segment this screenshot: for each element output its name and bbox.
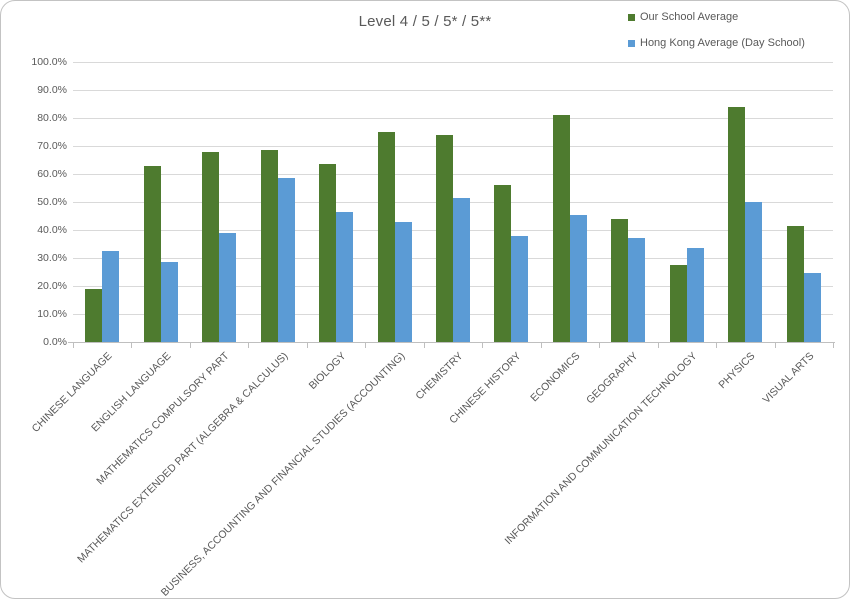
- bar-our-school-average: [494, 185, 512, 342]
- x-axis-category-label: GEOGRAPHY: [584, 350, 641, 407]
- bar-our-school-average: [202, 151, 220, 342]
- bar-our-school-average: [728, 106, 746, 342]
- x-axis-tick: [365, 343, 367, 348]
- x-axis-tick: [657, 343, 659, 348]
- x-axis-tick: [189, 343, 191, 348]
- x-axis-tick: [423, 343, 425, 348]
- x-axis-tick: [248, 343, 250, 348]
- bar-hong-kong-average: [219, 232, 237, 342]
- gridline: [73, 90, 833, 91]
- y-axis-zero-tick: [68, 342, 73, 343]
- y-axis-tick-label: 0.0%: [43, 335, 67, 348]
- bar-hong-kong-average: [803, 273, 821, 342]
- y-axis-tick-label: 40.0%: [37, 223, 67, 236]
- bar-our-school-average: [786, 225, 804, 342]
- bar-our-school-average: [85, 288, 103, 342]
- y-axis-tick-label: 30.0%: [37, 251, 67, 264]
- x-axis-tick: [306, 343, 308, 348]
- bar-our-school-average: [436, 134, 453, 342]
- x-axis-tick: [599, 343, 601, 348]
- x-axis-category-label: CHEMISTRY: [413, 350, 466, 403]
- x-axis-category-label: MATHEMATICS EXTENDED PART (ALGEBRA & CAL…: [74, 350, 291, 566]
- legend-item-our-school: Our School Average: [628, 10, 805, 24]
- legend-item-hong-kong: Hong Kong Average (Day School): [628, 36, 805, 50]
- x-axis-tick: [716, 343, 718, 348]
- bar-hong-kong-average: [745, 202, 763, 342]
- chart-title: Level 4 / 5 / 5* / 5**: [358, 13, 492, 30]
- bar-our-school-average: [143, 165, 161, 342]
- bar-our-school-average: [377, 132, 395, 342]
- bar-hong-kong-average: [277, 178, 295, 342]
- gridline: [73, 174, 833, 175]
- y-axis-tick-label: 100.0%: [31, 55, 67, 68]
- legend-label-our-school: Our School Average: [640, 11, 739, 23]
- bar-our-school-average: [552, 115, 570, 342]
- gridline: [73, 118, 833, 119]
- x-axis-tick: [482, 343, 484, 348]
- x-axis-category-label: ECONOMICS: [528, 350, 583, 405]
- bar-hong-kong-average: [102, 251, 120, 342]
- x-axis-tick: [833, 343, 834, 348]
- bar-hong-kong-average: [686, 248, 704, 342]
- bar-hong-kong-average: [569, 214, 587, 342]
- bar-our-school-average: [669, 265, 687, 342]
- legend-swatch-our-school-icon: [628, 13, 635, 21]
- legend: Our School Average Hong Kong Average (Da…: [628, 10, 805, 62]
- x-axis-category-label: PHYSICS: [716, 350, 758, 392]
- y-axis-tick-label: 90.0%: [37, 83, 67, 96]
- x-axis-line: [73, 342, 835, 343]
- bar-hong-kong-average: [628, 238, 646, 342]
- y-axis-tick-label: 70.0%: [37, 139, 67, 152]
- gridline: [73, 62, 833, 63]
- legend-label-hong-kong: Hong Kong Average (Day School): [640, 37, 805, 49]
- gridline: [73, 146, 833, 147]
- x-axis-category-label: VISUAL ARTS: [760, 350, 817, 406]
- legend-swatch-hong-kong-icon: [628, 39, 635, 47]
- y-axis-tick-label: 80.0%: [37, 111, 67, 124]
- y-axis-tick-label: 50.0%: [37, 195, 67, 208]
- bar-hong-kong-average: [336, 211, 354, 342]
- x-axis-category-label: BIOLOGY: [306, 350, 349, 392]
- y-axis-tick-label: 20.0%: [37, 279, 67, 292]
- x-axis-tick: [774, 343, 776, 348]
- bar-our-school-average: [611, 218, 629, 342]
- x-axis-tick: [131, 343, 133, 348]
- bar-hong-kong-average: [511, 235, 529, 342]
- bar-our-school-average: [260, 150, 278, 342]
- bar-hong-kong-average: [453, 197, 470, 342]
- bar-our-school-average: [319, 164, 337, 342]
- bar-hong-kong-average: [394, 221, 412, 342]
- x-axis-category-label: MATHEMATICS COMPULSORY PART: [94, 350, 232, 488]
- x-axis-tick: [540, 343, 542, 348]
- y-axis-tick-label: 10.0%: [37, 307, 67, 320]
- y-axis-tick-label: 60.0%: [37, 167, 67, 180]
- bar-hong-kong-average: [160, 262, 178, 342]
- x-axis-tick: [73, 343, 74, 348]
